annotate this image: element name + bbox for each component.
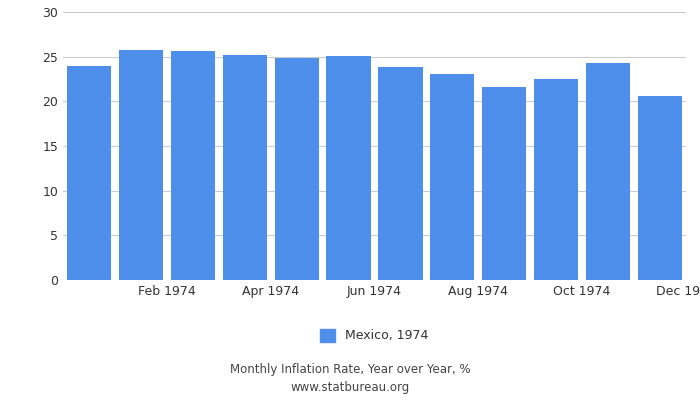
Text: www.statbureau.org: www.statbureau.org [290,382,410,394]
Bar [326,56,370,280]
Bar [534,79,578,280]
Legend: Mexico, 1974: Mexico, 1974 [315,324,434,347]
Bar [482,87,526,280]
Bar [171,51,215,280]
Bar [119,50,163,280]
Bar [638,96,682,280]
Text: Monthly Inflation Rate, Year over Year, %: Monthly Inflation Rate, Year over Year, … [230,364,470,376]
Bar [430,74,475,280]
Bar [67,66,111,280]
Bar [379,67,423,280]
Bar [586,63,630,280]
Bar [223,55,267,280]
Bar [274,58,319,280]
